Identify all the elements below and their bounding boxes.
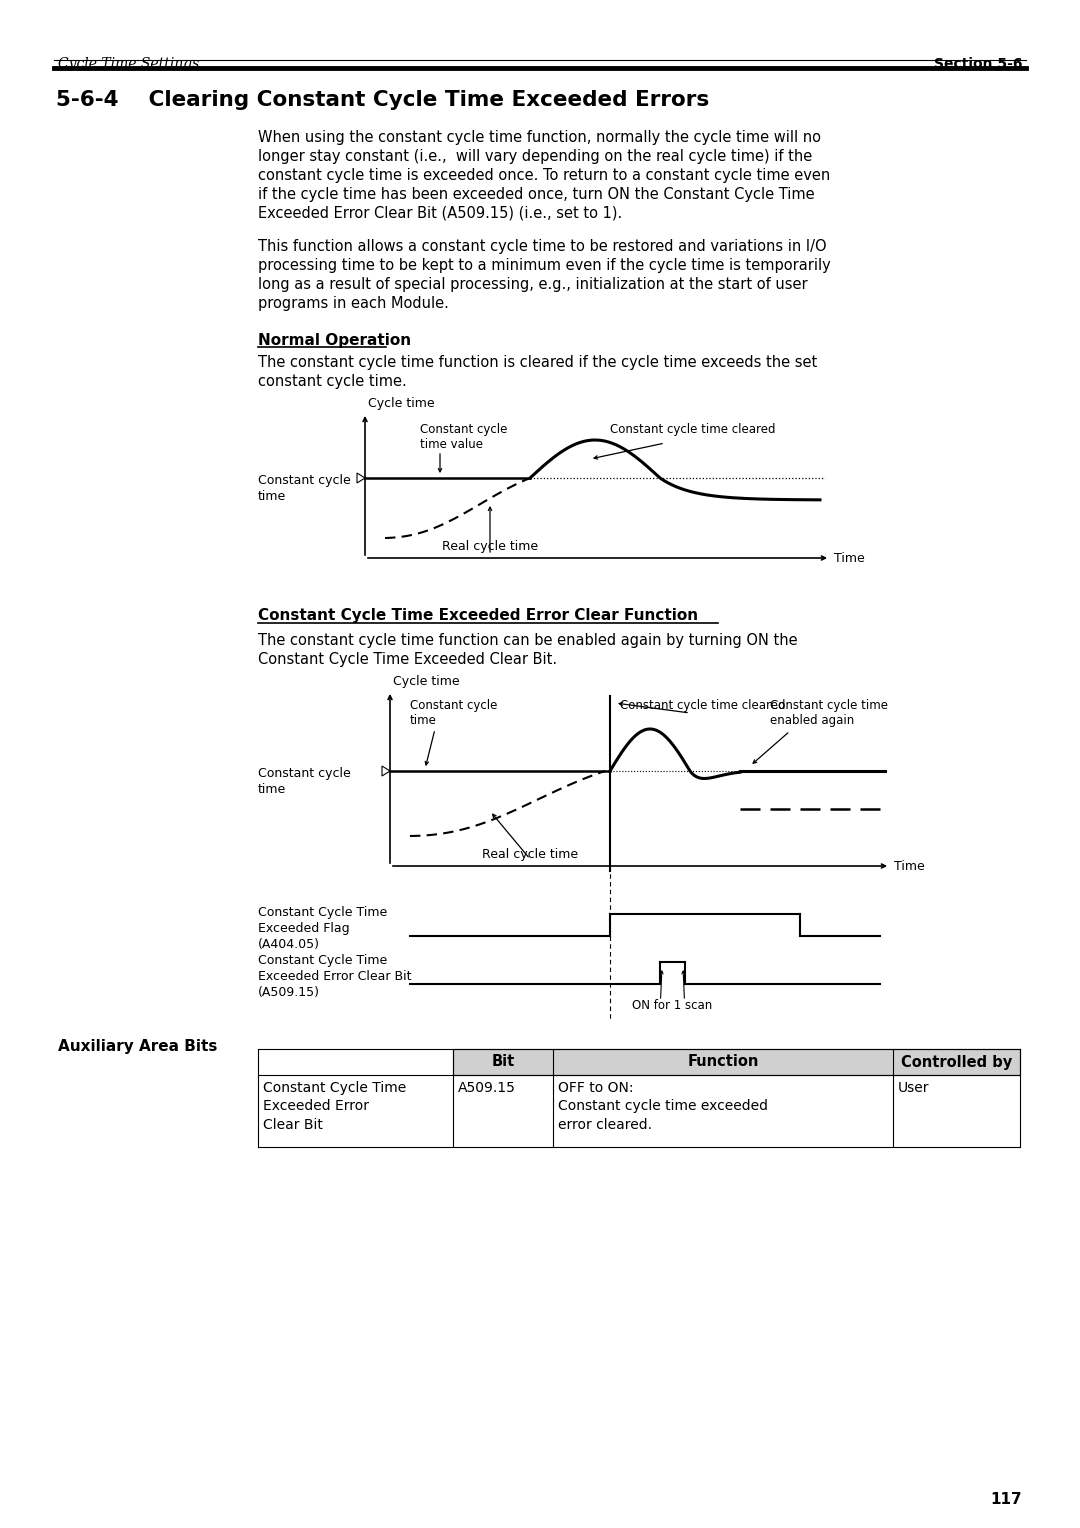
Text: processing time to be kept to a minimum even if the cycle time is temporarily: processing time to be kept to a minimum … [258, 258, 831, 274]
Text: Real cycle time: Real cycle time [482, 848, 578, 860]
Text: Real cycle time: Real cycle time [442, 539, 538, 553]
Text: When using the constant cycle time function, normally the cycle time will no: When using the constant cycle time funct… [258, 130, 821, 145]
Text: Constant Cycle Time
Exceeded Flag
(A404.05): Constant Cycle Time Exceeded Flag (A404.… [258, 906, 388, 950]
Text: Auxiliary Area Bits: Auxiliary Area Bits [58, 1039, 217, 1054]
Text: Controlled by: Controlled by [901, 1054, 1012, 1070]
Text: Cycle Time Settings: Cycle Time Settings [58, 57, 199, 70]
Text: ON for 1 scan: ON for 1 scan [633, 999, 713, 1012]
Text: Constant Cycle Time
Exceeded Error Clear Bit
(A509.15): Constant Cycle Time Exceeded Error Clear… [258, 953, 411, 999]
Text: Time: Time [834, 552, 865, 564]
Polygon shape [357, 474, 365, 483]
Text: Cycle time: Cycle time [393, 675, 460, 688]
Text: Exceeded Error Clear Bit (A509.15) (i.e., set to 1).: Exceeded Error Clear Bit (A509.15) (i.e.… [258, 206, 622, 222]
Text: Constant cycle
time: Constant cycle time [258, 767, 351, 796]
Text: if the cycle time has been exceeded once, turn ON the Constant Cycle Time: if the cycle time has been exceeded once… [258, 186, 814, 202]
Text: Time: Time [894, 859, 924, 872]
Bar [453, 1050, 1020, 1076]
Text: Bit: Bit [491, 1054, 515, 1070]
Text: Constant Cycle Time Exceeded Error Clear Function: Constant Cycle Time Exceeded Error Clear… [258, 608, 698, 623]
Text: Normal Operation: Normal Operation [258, 333, 411, 348]
Text: long as a result of special processing, e.g., initialization at the start of use: long as a result of special processing, … [258, 277, 808, 292]
Text: Function: Function [687, 1054, 758, 1070]
Text: The constant cycle time function is cleared if the cycle time exceeds the set: The constant cycle time function is clea… [258, 354, 818, 370]
Text: Section 5-6: Section 5-6 [933, 57, 1022, 70]
Text: constant cycle time is exceeded once. To return to a constant cycle time even: constant cycle time is exceeded once. To… [258, 168, 831, 183]
Text: OFF to ON:
Constant cycle time exceeded
error cleared.: OFF to ON: Constant cycle time exceeded … [558, 1080, 768, 1132]
Text: User: User [897, 1080, 930, 1096]
Text: Constant cycle time cleared: Constant cycle time cleared [620, 698, 785, 712]
Text: Constant Cycle Time
Exceeded Error
Clear Bit: Constant Cycle Time Exceeded Error Clear… [264, 1080, 406, 1132]
Text: Constant Cycle Time Exceeded Clear Bit.: Constant Cycle Time Exceeded Clear Bit. [258, 652, 557, 668]
Polygon shape [382, 766, 390, 776]
Text: A509.15: A509.15 [458, 1080, 516, 1096]
Text: Constant cycle time cleared: Constant cycle time cleared [610, 423, 775, 435]
Text: This function allows a constant cycle time to be restored and variations in I/O: This function allows a constant cycle ti… [258, 238, 826, 254]
Text: Constant cycle
time: Constant cycle time [410, 698, 498, 727]
Text: constant cycle time.: constant cycle time. [258, 374, 407, 390]
Text: longer stay constant (i.e.,  will vary depending on the real cycle time) if the: longer stay constant (i.e., will vary de… [258, 150, 812, 163]
Text: Constant cycle time
enabled again: Constant cycle time enabled again [770, 698, 888, 727]
Text: 5-6-4    Clearing Constant Cycle Time Exceeded Errors: 5-6-4 Clearing Constant Cycle Time Excee… [56, 90, 710, 110]
Text: 117: 117 [990, 1493, 1022, 1508]
Text: Constant cycle
time value: Constant cycle time value [420, 423, 508, 451]
Text: Cycle time: Cycle time [368, 397, 434, 410]
Text: The constant cycle time function can be enabled again by turning ON the: The constant cycle time function can be … [258, 633, 798, 648]
Text: programs in each Module.: programs in each Module. [258, 296, 449, 312]
Text: Constant cycle
time: Constant cycle time [258, 474, 351, 503]
